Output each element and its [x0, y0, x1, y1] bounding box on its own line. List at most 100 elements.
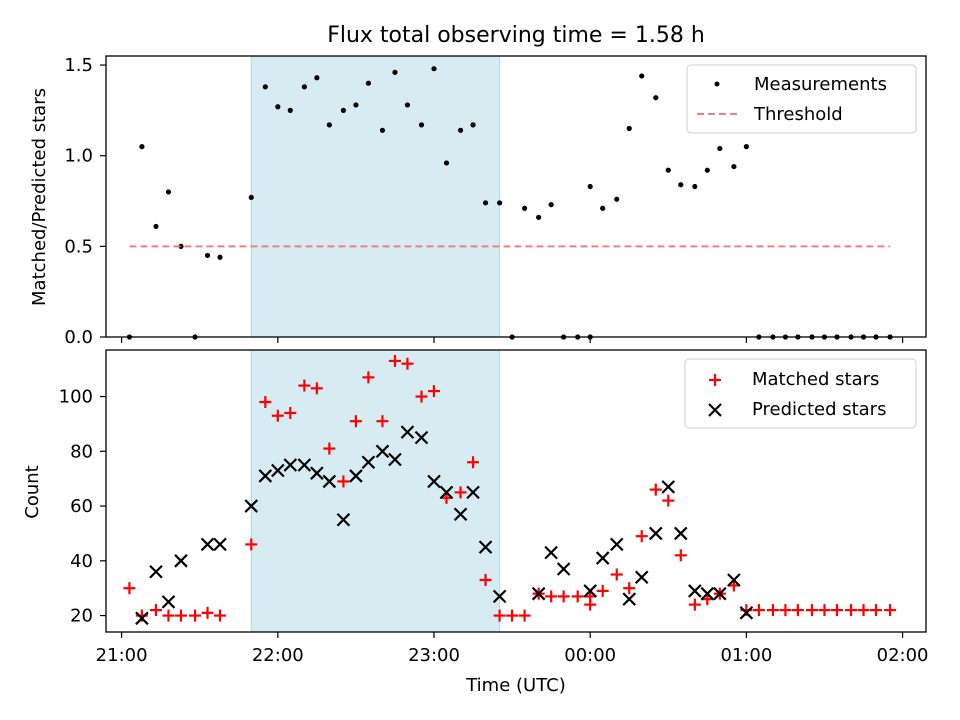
matched-star-point — [271, 409, 284, 422]
measurement-point — [470, 122, 476, 128]
predicted-star-stroke-b — [674, 526, 688, 541]
top-highlight-span — [250, 55, 501, 338]
measurement-point — [379, 127, 386, 133]
predicted-star-point — [544, 545, 558, 560]
predicted-star-point — [310, 466, 324, 480]
matched-star-point — [415, 390, 428, 403]
measurement-point — [392, 69, 398, 75]
measurement-point — [301, 84, 307, 90]
matched-star-point — [506, 609, 519, 622]
predicted-star-point — [400, 425, 415, 439]
predicted-star-point — [713, 586, 727, 601]
bottom-y-tick-label: 80 — [70, 441, 93, 462]
predicted-star-point — [297, 458, 312, 472]
predicted-star-stroke-b — [297, 458, 312, 472]
predicted-star-point — [336, 512, 351, 527]
predicted-star-point — [200, 537, 215, 552]
predicted-star-stroke-b — [649, 526, 663, 541]
matched-star-point — [493, 609, 506, 622]
predicted-star-stroke-b — [713, 586, 727, 601]
measurement-point — [431, 66, 437, 72]
bottom-highlight-span — [250, 349, 501, 633]
matched-star-point — [479, 573, 492, 586]
matched-star-point — [662, 494, 675, 507]
matched-star-point — [123, 582, 136, 595]
measurement-point — [457, 127, 464, 133]
predicted-star-point — [388, 452, 402, 467]
top-plot-frame — [105, 55, 927, 338]
x-tick-label: 22:00 — [252, 645, 304, 666]
predicted-star-point — [258, 469, 273, 483]
matched-star-point — [284, 406, 297, 419]
predicted-star-stroke-b — [213, 537, 227, 552]
measurement-point — [731, 163, 737, 170]
matched-star-point — [428, 385, 440, 398]
predicted-star-stroke-b — [174, 554, 188, 568]
matched-star-point — [791, 604, 804, 617]
predicted-star-point — [727, 573, 741, 587]
matched-star-point — [818, 604, 831, 617]
top-y-tick-label: 1.0 — [64, 146, 93, 167]
matched-star-point — [388, 354, 401, 367]
predicted-star-stroke-b — [336, 512, 351, 527]
chart-title: Flux total observing time = 1.58 h — [327, 23, 705, 48]
predicted-star-stroke-b — [439, 485, 454, 500]
predicted-star-point — [595, 551, 610, 565]
matched-star-point — [845, 604, 858, 617]
measurement-point — [418, 122, 425, 128]
measurement-point — [404, 102, 411, 108]
matched-star-point — [766, 604, 779, 617]
predicted-star-stroke-b — [466, 485, 480, 500]
measurement-point — [204, 252, 211, 259]
predicted-star-stroke-b — [595, 551, 610, 565]
matched-star-point — [688, 598, 701, 611]
predicted-star-point — [739, 606, 754, 620]
measurement-point — [587, 183, 593, 190]
predicted-star-stroke-b — [453, 507, 468, 522]
predicted-star-stroke-b — [161, 595, 176, 609]
measurement-point — [217, 254, 223, 260]
predicted-star-stroke-b — [283, 458, 298, 472]
predicted-star-stroke-b — [135, 611, 149, 626]
predicted-star-stroke-b — [349, 469, 363, 483]
measurement-point — [262, 84, 268, 90]
top-legend-frame — [686, 64, 917, 134]
matched-star-point — [376, 415, 389, 428]
measurement-point — [314, 75, 320, 81]
measurement-point — [482, 200, 489, 206]
measurement-point — [678, 182, 684, 188]
matched-star-point — [323, 442, 336, 455]
bottom-y-tick-label: 40 — [70, 551, 93, 572]
measurement-point — [639, 73, 645, 79]
matched-star-point — [259, 396, 272, 409]
predicted-star-stroke-b — [478, 540, 493, 554]
predicted-star-point — [283, 458, 298, 472]
predicted-star-stroke-b — [492, 589, 507, 604]
matched-star-point — [649, 483, 662, 496]
predicted-star-point — [649, 526, 663, 541]
predicted-star-point — [271, 463, 285, 478]
matched-star-point — [349, 415, 362, 428]
predicted-star-point — [453, 507, 468, 522]
measurement-point — [326, 122, 332, 128]
predicted-star-point — [427, 474, 441, 489]
measurement-point — [248, 194, 254, 201]
matched-star-point — [189, 609, 202, 622]
matched-star-point — [518, 609, 531, 622]
predicted-star-stroke-b — [544, 545, 558, 560]
x-tick-label: 02:00 — [877, 645, 929, 666]
matched-star-point — [596, 584, 609, 597]
measurement-point — [692, 183, 698, 190]
matched-star-point — [557, 590, 570, 603]
bottom-y-axis-label: Count — [22, 465, 43, 518]
measurement-point — [340, 107, 347, 113]
predicted-star-point — [478, 540, 493, 554]
predicted-star-stroke-b — [531, 586, 546, 601]
predicted-star-stroke-b — [388, 452, 402, 467]
predicted-star-point — [174, 554, 188, 568]
predicted-star-stroke-b — [688, 584, 702, 598]
predicted-star-point — [375, 444, 390, 459]
predicted-star-stroke-b — [661, 480, 676, 494]
predicted-star-point — [161, 595, 176, 609]
predicted-star-stroke-b — [200, 537, 215, 552]
